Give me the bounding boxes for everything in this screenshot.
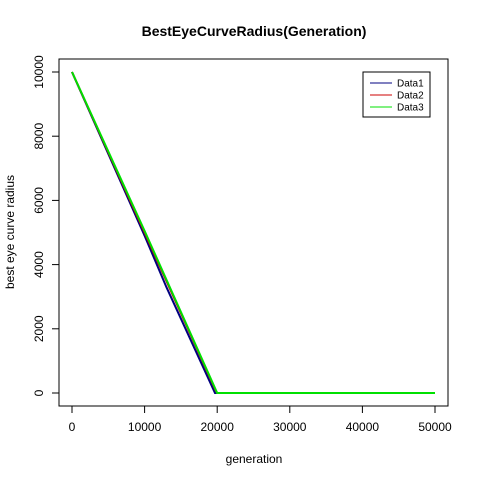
x-tick-label: 50000: [418, 420, 452, 434]
series-line-data1: [71, 71, 435, 394]
y-axis: 0 2000 4000 6000 8000 10000: [32, 55, 60, 396]
legend-label: Data1: [397, 79, 424, 90]
series-lines: [71, 71, 435, 394]
y-tick-label: 6000: [32, 187, 46, 214]
legend-label: Data2: [397, 91, 424, 102]
x-tick-label: 0: [69, 420, 76, 434]
y-tick-label: 4000: [32, 251, 46, 278]
x-tick-label: 20000: [201, 420, 235, 434]
series-line-data3: [71, 71, 435, 394]
y-tick-label: 8000: [32, 123, 46, 150]
y-tick-label: 2000: [32, 315, 46, 342]
series-line-data2: [71, 71, 435, 394]
legend-label: Data3: [397, 103, 424, 114]
x-tick-label: 40000: [346, 420, 380, 434]
y-axis-label: best eye curve radius: [3, 175, 17, 289]
x-tick-label: 30000: [273, 420, 307, 434]
x-axis-label: generation: [226, 452, 283, 466]
chart-title: BestEyeCurveRadius(Generation): [142, 23, 367, 39]
y-tick-label: 0: [32, 389, 46, 396]
x-tick-label: 10000: [128, 420, 162, 434]
x-axis: 0 10000 20000 30000 40000 50000: [69, 405, 452, 434]
y-tick-label: 10000: [32, 55, 46, 89]
